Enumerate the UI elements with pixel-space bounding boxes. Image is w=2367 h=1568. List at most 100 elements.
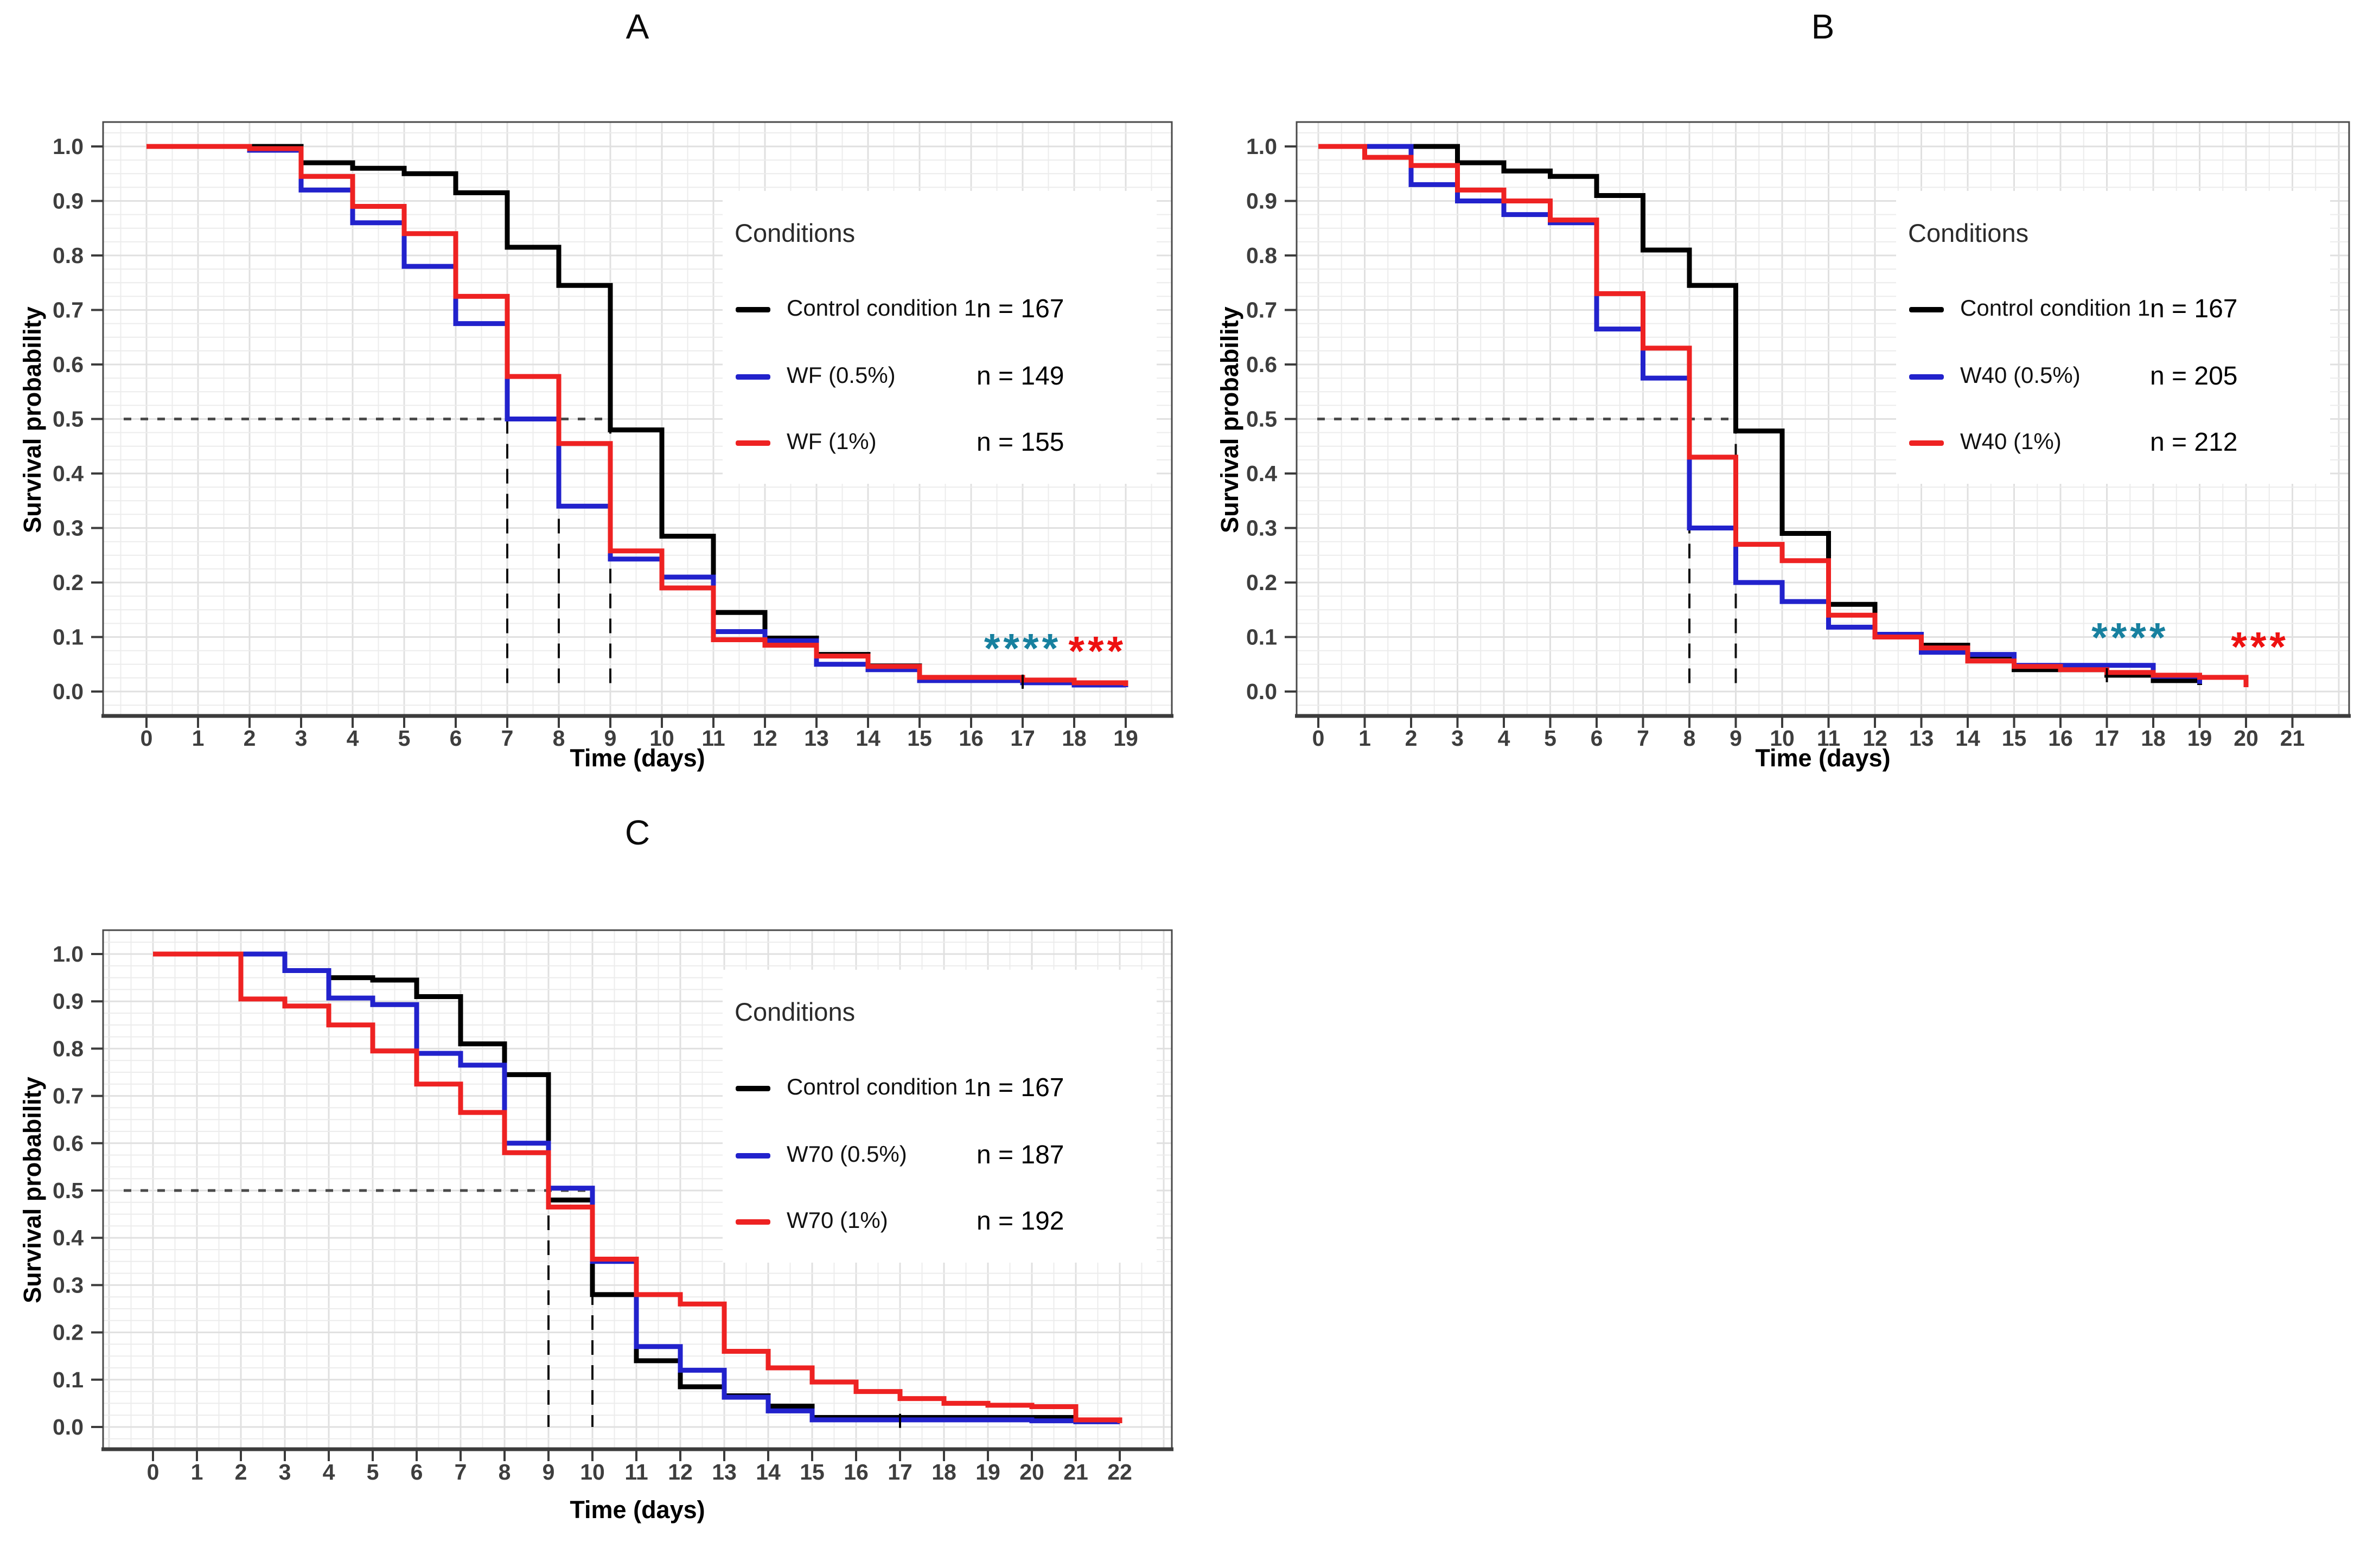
legend-n-count: n = 167 [977, 295, 1064, 323]
svg-text:15: 15 [2002, 726, 2027, 751]
svg-text:14: 14 [1955, 726, 1980, 751]
svg-text:11: 11 [701, 726, 725, 751]
svg-text:5: 5 [1544, 726, 1556, 751]
svg-text:6: 6 [1591, 726, 1603, 751]
dose05-line-swatch-icon [736, 1153, 770, 1159]
svg-text:3: 3 [295, 726, 308, 751]
svg-text:18: 18 [932, 1460, 956, 1484]
legend-label: W40 (1%) [1960, 428, 2062, 454]
svg-text:2: 2 [244, 726, 256, 751]
legend-row-dose05: W40 (0.5%) n = 205 [1896, 362, 2330, 395]
panel-c-title: C [624, 813, 650, 852]
control-line-swatch-icon [736, 307, 770, 312]
svg-text:0.7: 0.7 [53, 298, 84, 323]
dose1-line-swatch-icon [736, 440, 770, 446]
svg-text:15: 15 [800, 1460, 825, 1484]
svg-text:19: 19 [975, 1460, 1000, 1484]
svg-text:0.2: 0.2 [53, 570, 84, 595]
svg-text:0.0: 0.0 [1246, 679, 1277, 704]
dose1-line-swatch-icon [1909, 440, 1944, 446]
svg-text:11: 11 [1817, 726, 1840, 751]
legend-label: WF (0.5%) [787, 362, 896, 388]
panel-b-yaxis-title: Survival probability [1216, 306, 1243, 533]
significance-stars: **** [984, 626, 1061, 672]
legend-row-dose05: W70 (0.5%) n = 187 [723, 1141, 1157, 1174]
svg-text:10: 10 [580, 1460, 605, 1484]
svg-text:13: 13 [712, 1460, 737, 1484]
svg-text:12: 12 [752, 726, 777, 751]
legend-row-control: Control condition 1 n = 167 [723, 1073, 1157, 1106]
svg-text:14: 14 [856, 726, 881, 751]
svg-text:1: 1 [192, 726, 205, 751]
svg-text:13: 13 [1909, 726, 1934, 751]
legend-n-count: n = 212 [2150, 428, 2238, 457]
panel-b-title: B [1811, 7, 1835, 46]
panel-b-legend: Conditions Control condition 1 n = 167 W… [1896, 191, 2330, 484]
svg-text:13: 13 [804, 726, 829, 751]
significance-stars: **** [2091, 615, 2168, 661]
svg-text:7: 7 [1637, 726, 1649, 751]
svg-text:20: 20 [2234, 726, 2258, 751]
panel-a-xaxis-title: Time (days) [570, 744, 705, 772]
legend-label: Control condition 1 [787, 1074, 977, 1099]
svg-text:0.0: 0.0 [53, 679, 84, 704]
legend-label: W40 (0.5%) [1960, 362, 2081, 388]
legend-row-dose05: WF (0.5%) n = 149 [723, 362, 1157, 395]
svg-text:15: 15 [907, 726, 932, 751]
svg-text:10: 10 [649, 726, 674, 751]
svg-text:9: 9 [604, 726, 617, 751]
svg-text:0.1: 0.1 [53, 625, 84, 650]
panel-c-legend: Conditions Control condition 1 n = 167 W… [723, 970, 1157, 1263]
svg-text:0.6: 0.6 [53, 352, 84, 377]
svg-text:1.0: 1.0 [1246, 134, 1277, 159]
svg-text:3: 3 [279, 1460, 291, 1484]
significance-stars: *** [1068, 629, 1126, 675]
legend-row-control: Control condition 1 n = 167 [1896, 295, 2330, 328]
legend-label: Control condition 1 [787, 295, 977, 321]
legend-n-count: n = 167 [2150, 295, 2238, 323]
svg-text:8: 8 [553, 726, 565, 751]
svg-text:2: 2 [235, 1460, 247, 1484]
svg-text:8: 8 [1683, 726, 1696, 751]
significance-stars: *** [2231, 624, 2289, 670]
legend-title: Conditions [735, 997, 856, 1026]
legend-row-dose1: W70 (1%) n = 192 [723, 1207, 1157, 1240]
panel-a-title: A [626, 7, 649, 46]
svg-text:0.2: 0.2 [53, 1320, 84, 1345]
svg-text:16: 16 [2048, 726, 2073, 751]
svg-text:17: 17 [1010, 726, 1035, 751]
svg-text:0.9: 0.9 [53, 989, 84, 1014]
panel-c-xaxis-title: Time (days) [570, 1496, 705, 1524]
svg-text:1.0: 1.0 [53, 942, 84, 967]
svg-text:17: 17 [888, 1460, 913, 1484]
svg-text:0.8: 0.8 [53, 243, 84, 268]
svg-text:0.9: 0.9 [1246, 189, 1277, 214]
svg-text:1: 1 [1358, 726, 1371, 751]
svg-text:14: 14 [756, 1460, 781, 1484]
svg-text:0.3: 0.3 [53, 516, 84, 541]
legend-label: Control condition 1 [1960, 295, 2151, 321]
svg-text:6: 6 [450, 726, 462, 751]
legend-n-count: n = 187 [977, 1141, 1064, 1169]
svg-text:5: 5 [367, 1460, 379, 1484]
svg-text:0.6: 0.6 [1246, 352, 1277, 377]
svg-text:12: 12 [668, 1460, 693, 1484]
legend-row-control: Control condition 1 n = 167 [723, 295, 1157, 328]
svg-text:18: 18 [1062, 726, 1087, 751]
svg-text:1.0: 1.0 [53, 134, 84, 159]
svg-text:0: 0 [141, 726, 153, 751]
legend-n-count: n = 205 [2150, 362, 2238, 391]
svg-text:1: 1 [191, 1460, 203, 1484]
svg-text:0.8: 0.8 [1246, 243, 1277, 268]
svg-text:5: 5 [398, 726, 411, 751]
control-line-swatch-icon [736, 1086, 770, 1091]
svg-text:22: 22 [1107, 1460, 1132, 1484]
legend-title: Conditions [735, 219, 856, 247]
svg-text:19: 19 [2187, 726, 2212, 751]
svg-text:9: 9 [543, 1460, 555, 1484]
svg-text:0.7: 0.7 [1246, 298, 1277, 323]
svg-text:0.1: 0.1 [1246, 625, 1277, 650]
svg-text:0.4: 0.4 [53, 461, 84, 486]
svg-text:16: 16 [844, 1460, 869, 1484]
